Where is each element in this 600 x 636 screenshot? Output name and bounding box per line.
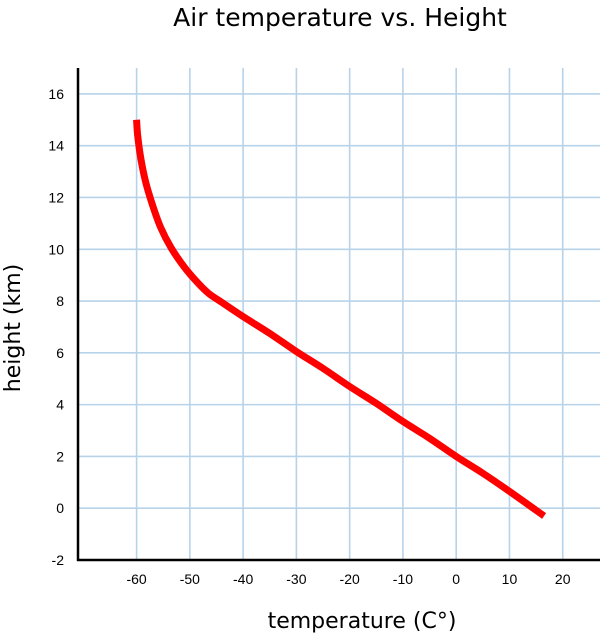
x-tick-label: 10 xyxy=(502,571,518,587)
y-tick-label: 8 xyxy=(56,293,64,309)
x-tick-labels: -60 -50 -40 -30 -20 -10 0 10 20 xyxy=(126,571,570,587)
y-tick-label: 10 xyxy=(48,241,64,257)
series-group xyxy=(133,119,547,519)
y-axis-label: height (km) xyxy=(1,264,26,392)
y-tick-label: 0 xyxy=(56,500,64,516)
horizontal-gridlines xyxy=(78,93,600,510)
y-tick-label: 6 xyxy=(56,345,64,361)
x-axis-label: temperature (C°) xyxy=(268,609,457,634)
y-tick-label: 2 xyxy=(56,448,64,464)
vertical-gridlines xyxy=(135,68,564,560)
y-tick-labels: -2 0 2 4 6 8 10 12 14 16 xyxy=(48,86,64,568)
x-tick-label: 20 xyxy=(555,571,571,587)
chart-title: Air temperature vs. Height xyxy=(173,3,507,32)
x-tick-label: -20 xyxy=(340,571,360,587)
x-tick-label: -60 xyxy=(126,571,146,587)
y-tick-label: 12 xyxy=(48,189,64,205)
axes xyxy=(76,68,600,562)
x-tick-label: -50 xyxy=(180,571,200,587)
y-tick-label: 16 xyxy=(48,86,64,102)
y-tick-label: 14 xyxy=(48,138,64,154)
x-tick-label: -30 xyxy=(286,571,306,587)
x-tick-label: -10 xyxy=(393,571,413,587)
y-tick-label: -2 xyxy=(52,552,65,568)
series-line-0 xyxy=(133,119,547,519)
y-tick-label: 4 xyxy=(56,397,64,413)
x-tick-label: -40 xyxy=(233,571,253,587)
x-tick-label: 0 xyxy=(452,571,460,587)
